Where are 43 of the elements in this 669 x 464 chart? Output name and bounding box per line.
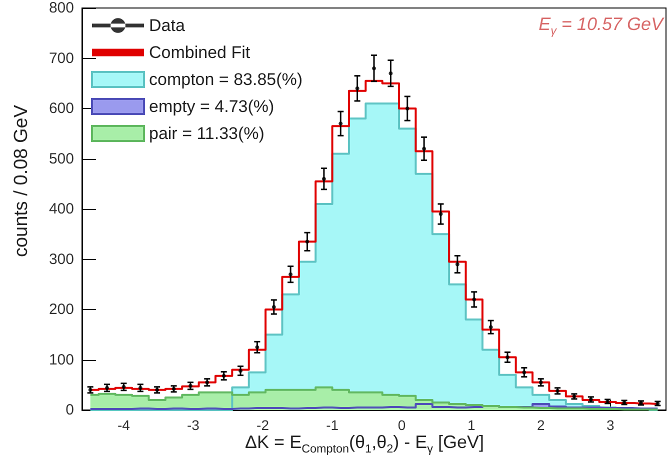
point <box>372 66 376 70</box>
y-tick-label: 700 <box>48 50 74 67</box>
y-tick-label: 800 <box>48 0 74 16</box>
y-tick-label: 300 <box>48 250 74 268</box>
point <box>272 304 276 309</box>
legend-label: compton = 83.85(%) <box>149 70 303 89</box>
x-tick-label: 0 <box>398 417 406 433</box>
point <box>488 325 493 330</box>
point <box>305 240 310 244</box>
y-tick-label: 200 <box>48 301 74 318</box>
point <box>472 297 476 302</box>
legend-label: pair = 11.33(%) <box>149 124 264 143</box>
x-tick-label: -2 <box>256 417 270 433</box>
x-tick-label: -1 <box>326 417 339 433</box>
x-tick-label: 1 <box>467 417 476 433</box>
point <box>405 106 410 110</box>
text: ΔK = E$_{Compton}$(θ$_{1}$,θ$_{2}$) - E$_{γ}$ [GeV] <box>245 432 484 456</box>
y-tick-label: 600 <box>48 100 74 117</box>
y-axis-title: counts / 0.08 GeV <box>11 104 33 260</box>
point <box>388 71 393 76</box>
x-tick-label: -4 <box>117 417 130 433</box>
y-tick-label: 500 <box>48 150 74 168</box>
point <box>422 146 426 151</box>
x-tick-label: -3 <box>187 417 200 433</box>
legend-label: Data <box>149 16 186 35</box>
point <box>288 272 293 276</box>
y-tick-label: 400 <box>48 200 74 218</box>
legend-label: empty = 4.73(%) <box>149 97 274 116</box>
point <box>522 370 526 374</box>
point <box>355 86 360 90</box>
point <box>438 212 443 216</box>
point <box>255 345 260 350</box>
y-tick-label: 100 <box>48 351 74 368</box>
y-tick-label: 0 <box>66 402 74 418</box>
x-tick-label: 2 <box>536 417 545 433</box>
point <box>322 176 326 181</box>
x-tick-label: 3 <box>606 417 614 433</box>
point <box>238 368 243 373</box>
legend-label: Combined Fit <box>149 43 250 62</box>
point <box>455 262 460 266</box>
point <box>338 122 343 126</box>
annotation: E$_{γ}$ = 10.57 GeV <box>538 14 663 38</box>
point <box>505 355 510 360</box>
